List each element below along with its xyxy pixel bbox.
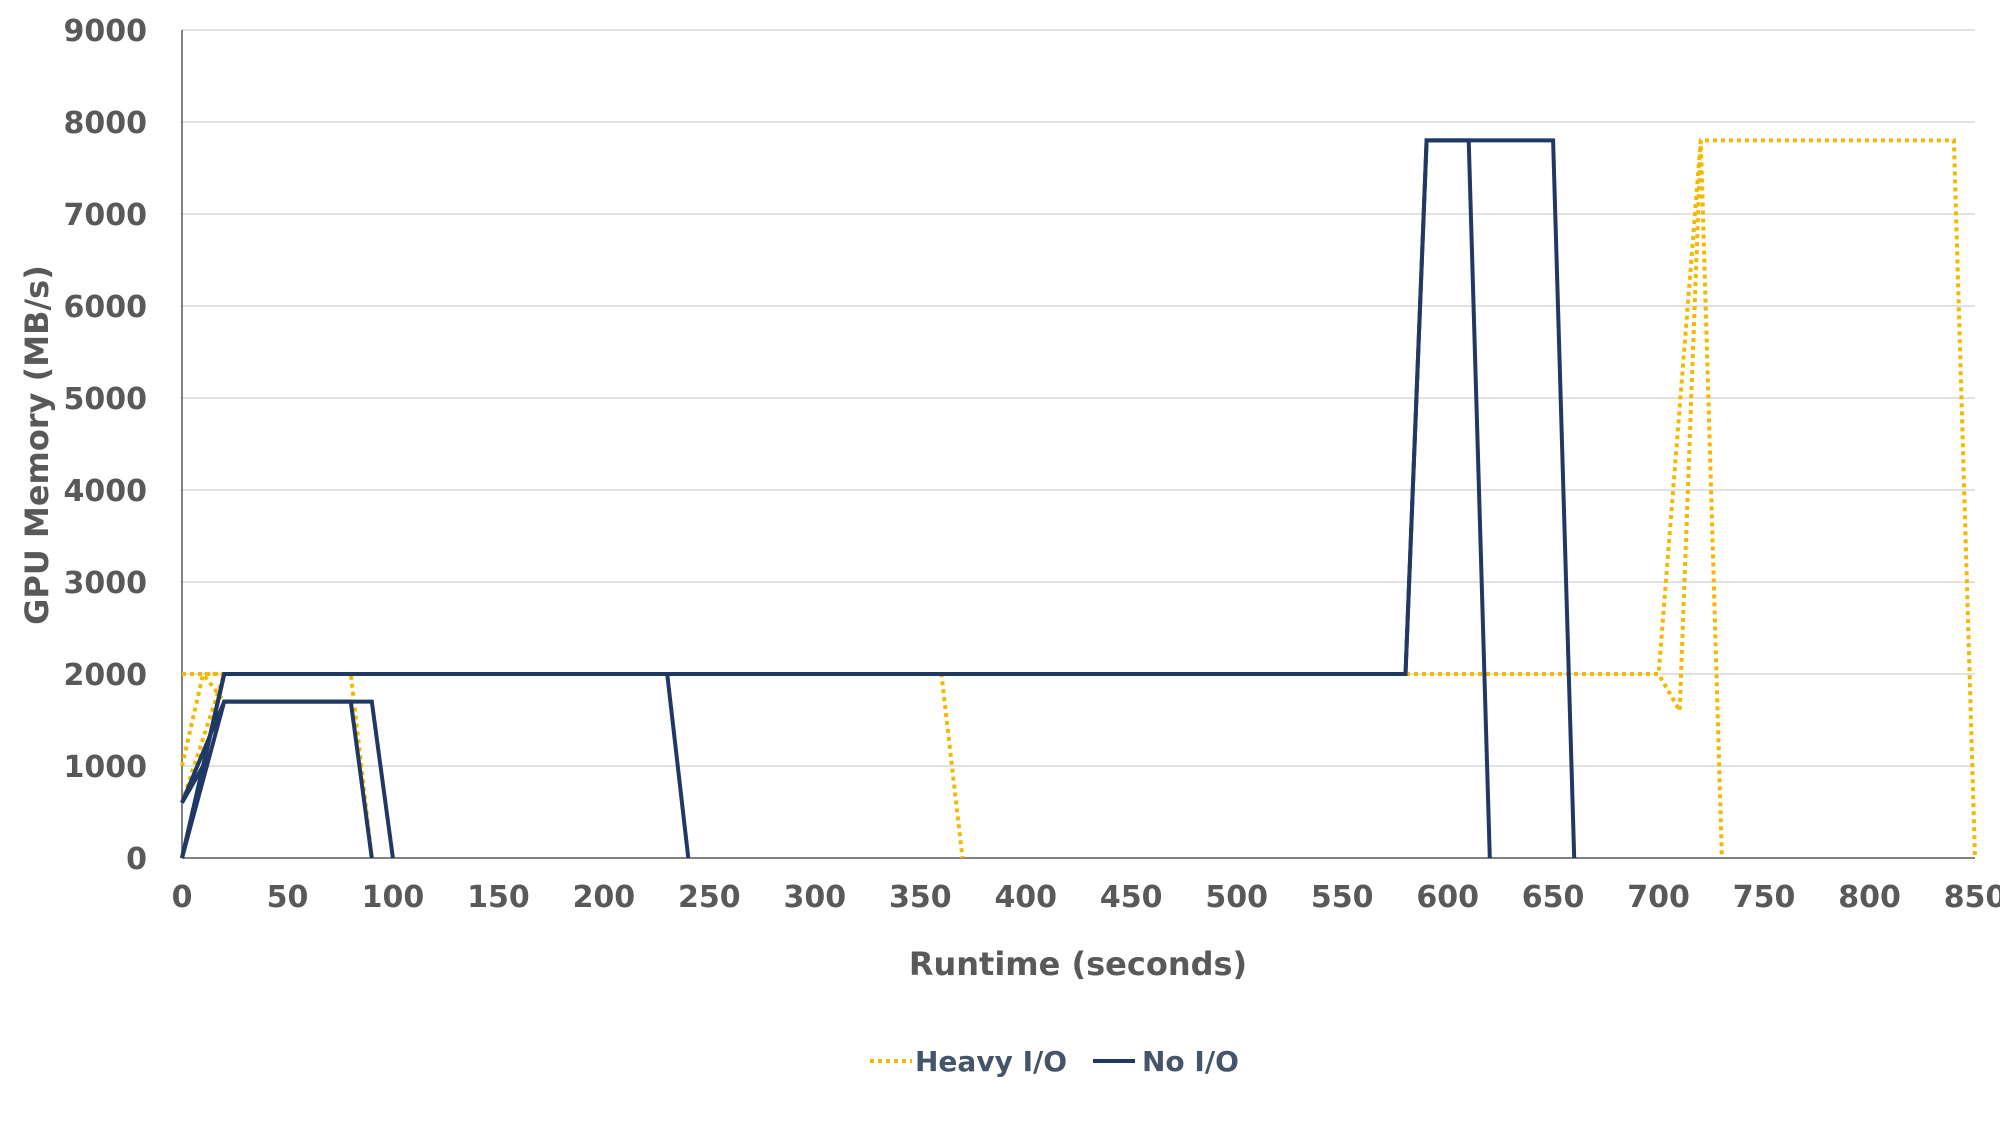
x-tick-label: 600 <box>1416 880 1479 915</box>
y-tick-label: 7000 <box>64 198 148 233</box>
y-axis-ticks: 0 1000 2000 3000 4000 5000 6000 7000 8000 9000 <box>64 14 148 877</box>
x-tick-label: 300 <box>784 880 847 915</box>
y-tick-label: 2000 <box>64 658 148 693</box>
series-line-heavy-i-o <box>180 672 374 859</box>
series-line-no-i-o <box>180 699 374 859</box>
y-tick-label: 5000 <box>64 382 148 417</box>
legend-label-heavy-io: Heavy I/O <box>915 1045 1067 1078</box>
x-tick-label: 0 <box>172 880 193 915</box>
legend-label-no-io: No I/O <box>1142 1045 1239 1078</box>
x-tick-label: 350 <box>889 880 952 915</box>
x-tick-label: 500 <box>1205 880 1268 915</box>
series-line-heavy-i-o <box>182 138 1977 859</box>
y-tick-label: 8000 <box>64 106 148 141</box>
series-line-no-i-o <box>180 138 1577 859</box>
x-tick-label: 800 <box>1838 880 1901 915</box>
x-tick-label: 550 <box>1311 880 1374 915</box>
y-tick-label: 1000 <box>64 750 148 785</box>
series-line-heavy-i-o <box>182 140 1724 859</box>
x-tick-label: 150 <box>467 880 530 915</box>
y-tick-label: 9000 <box>64 14 148 49</box>
legend: Heavy I/O No I/O <box>870 1045 1239 1078</box>
x-tick-label: 450 <box>1100 880 1163 915</box>
y-tick-label: 3000 <box>64 566 148 601</box>
x-tick-label: 700 <box>1627 880 1690 915</box>
x-tick-label: 250 <box>678 880 741 915</box>
x-tick-label: 100 <box>362 880 425 915</box>
x-axis-ticks: 0 50 100 150 200 250 300 350 400 450 500 550 600 650 7… <box>172 880 2000 915</box>
x-tick-label: 200 <box>573 880 636 915</box>
series-lines <box>180 138 1977 859</box>
y-axis-title: GPU Memory (MB/s) <box>18 265 56 625</box>
y-tick-label: 4000 <box>64 474 148 509</box>
x-tick-label: 650 <box>1522 880 1585 915</box>
y-tick-label: 6000 <box>64 290 148 325</box>
x-tick-label: 750 <box>1733 880 1796 915</box>
y-tick-label: 0 <box>126 842 147 877</box>
x-tick-label: 400 <box>994 880 1057 915</box>
x-axis-title: Runtime (seconds) <box>909 945 1247 983</box>
x-tick-label: 50 <box>267 880 309 915</box>
x-tick-label: 850 <box>1944 880 2000 915</box>
